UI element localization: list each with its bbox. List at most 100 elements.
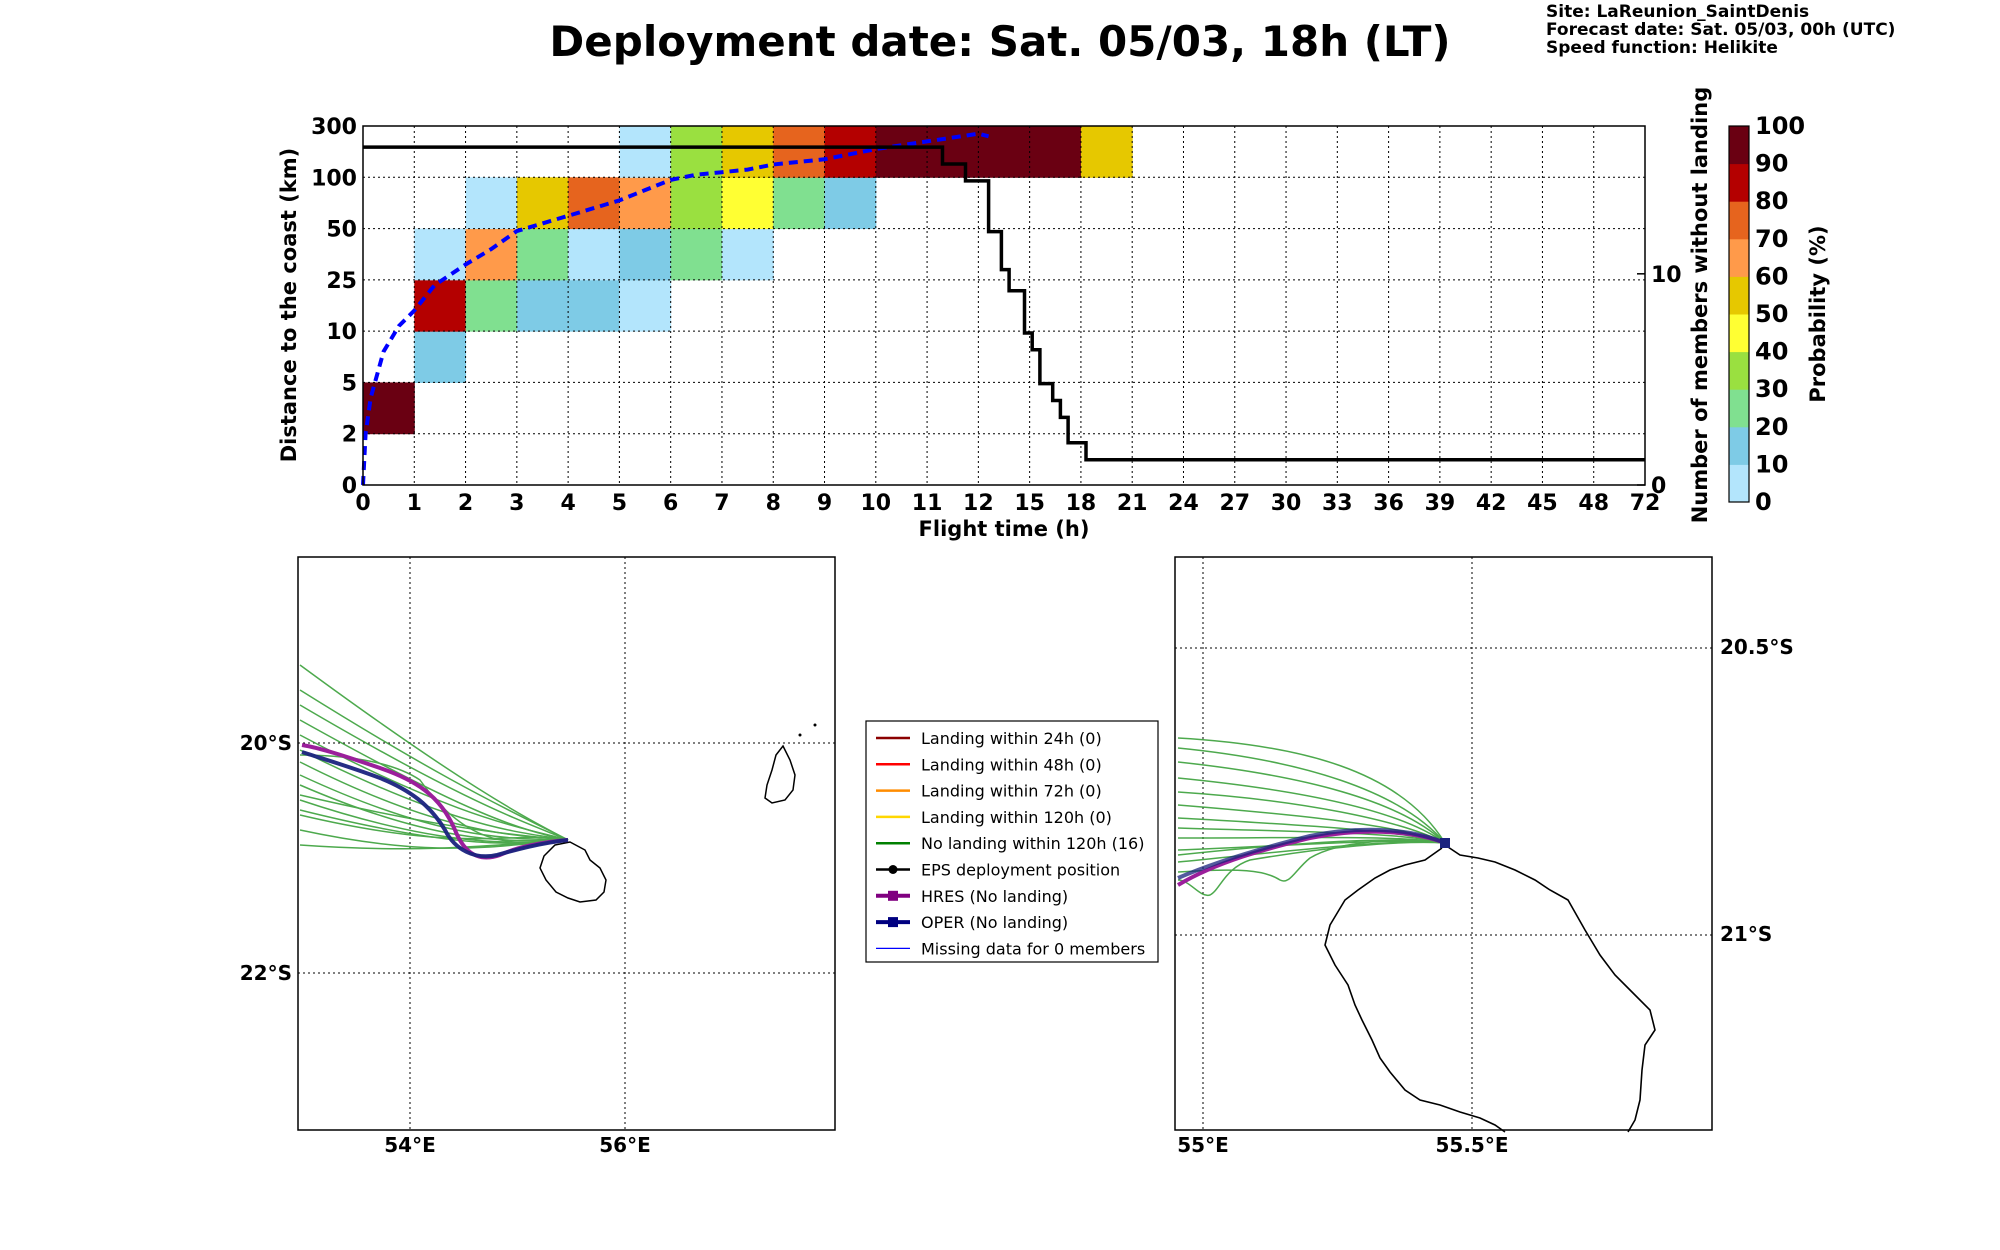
map-left-frame [297,556,836,1131]
heatmap-frame [362,125,1646,486]
map-right-frame [1174,556,1713,1131]
colorbar-swatch [1729,276,1749,315]
heatmap-cell [619,279,672,332]
heatmap-chart: 0 1 2 3 4 5 6 7 8 9 10 11 12 15 18 21 24 27 30 33 36 39 42 45 48… [277,87,1712,541]
x-tick-label: 5 [612,491,627,516]
legend-label: Landing within 48h (0) [921,755,1102,774]
heatmap-cell [875,126,928,178]
heatmap-cell [516,228,569,281]
heatmap-cell [619,126,672,178]
heatmap-cell [568,228,620,281]
colorbar-label: Probability (%) [1806,225,1830,402]
map-left-area [298,557,835,1130]
x-tick-label: 72 [1630,491,1661,516]
legend-item: OPER (No landing) [876,913,1068,932]
heatmap-cell [824,177,877,230]
heatmap-cell [773,126,826,178]
trajectory-line [299,734,569,841]
legend-box [865,720,1159,963]
trajectory-line [1177,841,1446,896]
heatmap-cell [465,177,518,230]
colorbar-tick-label: 30 [1755,375,1788,403]
colorbar-swatch [1729,238,1749,277]
colorbar-tick-label: 0 [1755,488,1772,516]
legend-label: OPER (No landing) [921,913,1068,932]
map-right-lat-label: 20.5°S [1720,635,1794,659]
y-tick-label: 5 [342,371,357,396]
x-tick-label: 18 [1066,491,1097,516]
colorbar-tick-labels: 0 10 20 30 40 50 60 70 80 90 100 [1755,112,1805,516]
colorbar: 0 10 20 30 40 50 60 70 80 90 100 Probability (%) [1728,112,1830,516]
y2-axis-label: Number of members without landing [1688,87,1712,524]
map-left-lat-label: 22°S [240,961,292,985]
page-title: Deployment date: Sat. 05/03, 18h (LT) [549,17,1450,66]
x-tick-label: 1 [407,491,422,516]
legend-item: No landing within 120h (16) [876,834,1144,853]
x-tick-label: 27 [1219,491,1250,516]
legend: Landing within 24h (0) Landing within 48h… [865,720,1159,963]
heatmap-cell [465,279,518,332]
x-tick-label: 7 [714,491,729,516]
x-tick-label: 42 [1476,491,1507,516]
x-tick-label: 15 [1014,491,1045,516]
heatmap-cell [619,228,672,281]
heatmap-cell [414,279,467,332]
x-tick-label: 3 [509,491,524,516]
y-axis-label: Distance to the coast (km) [277,148,301,463]
x-tick-label: 21 [1117,491,1148,516]
speed-function-label: Speed function: Helikite [1546,38,1778,58]
y-tick-label: 10 [326,320,357,345]
colorbar-tick-label: 80 [1755,187,1788,215]
colorbar-tick-label: 40 [1755,338,1788,366]
legend-marker [888,917,898,928]
x-tick-label: 30 [1271,491,1302,516]
trajectory-line [299,749,569,841]
map-right-lon-label: 55.5°E [1435,1133,1508,1157]
trajectory-line [1177,761,1446,844]
heatmap-cell [721,228,774,281]
x-tick-label: 2 [458,491,473,516]
colorbar-swatch [1729,464,1749,503]
colorbar-tick-label: 20 [1755,413,1788,441]
legend-label: HRES (No landing) [921,887,1068,906]
map-right-lon-label: 55°E [1177,1133,1229,1157]
colorbar-tick-label: 10 [1755,450,1788,478]
legend-label: Landing within 72h (0) [921,782,1102,801]
colorbar-tick-label: 70 [1755,225,1788,253]
members-without-landing-line [363,145,1645,462]
heatmap-cell [1029,126,1082,178]
y2-tick-label: 10 [1651,263,1682,288]
forecast-date-label: Forecast date: Sat. 05/03, 00h (UTC) [1546,20,1895,40]
legend-items: Landing within 24h (0) Landing within 48h… [876,729,1145,958]
y-tick-label: 300 [311,115,357,140]
colorbar-tick-label: 100 [1755,112,1805,140]
x-tick-label: 11 [912,491,943,516]
map-left-lat-label: 20°S [240,731,292,755]
legend-label: EPS deployment position [921,861,1120,880]
trajectory-line [1177,747,1446,844]
legend-item: Landing within 72h (0) [876,782,1102,801]
colorbar-swatch [1729,389,1749,428]
y-tick-label: 50 [326,218,357,243]
heatmap-cell [568,279,620,332]
colorbar-swatch [1729,163,1749,202]
heatmap-cell [465,228,518,281]
x-tick-labels: 0 1 2 3 4 5 6 7 8 9 10 11 12 15 18 21 24 27 30 33 36 39 42 45 48… [355,491,1660,516]
heatmap-cell [773,177,826,230]
site-label: Site: LaReunion_SaintDenis [1546,2,1809,22]
heatmap-cell [619,177,672,230]
x-tick-label: 4 [560,491,575,516]
colorbar-swatch [1729,314,1749,353]
colorbar-frame [1728,125,1750,503]
heatmap-cell [516,177,569,230]
x-tick-label: 0 [355,491,370,516]
x-tick-label: 36 [1373,491,1404,516]
x-tick-label: 33 [1322,491,1353,516]
map-left-lon-label: 54°E [384,1133,436,1157]
heatmap-cell [721,177,774,230]
heatmap-cell [1080,126,1133,178]
heatmap-cell [670,126,723,178]
legend-label: Missing data for 0 members [921,939,1145,958]
colorbar-tick-label: 50 [1755,300,1788,328]
x-tick-label: 10 [860,491,891,516]
